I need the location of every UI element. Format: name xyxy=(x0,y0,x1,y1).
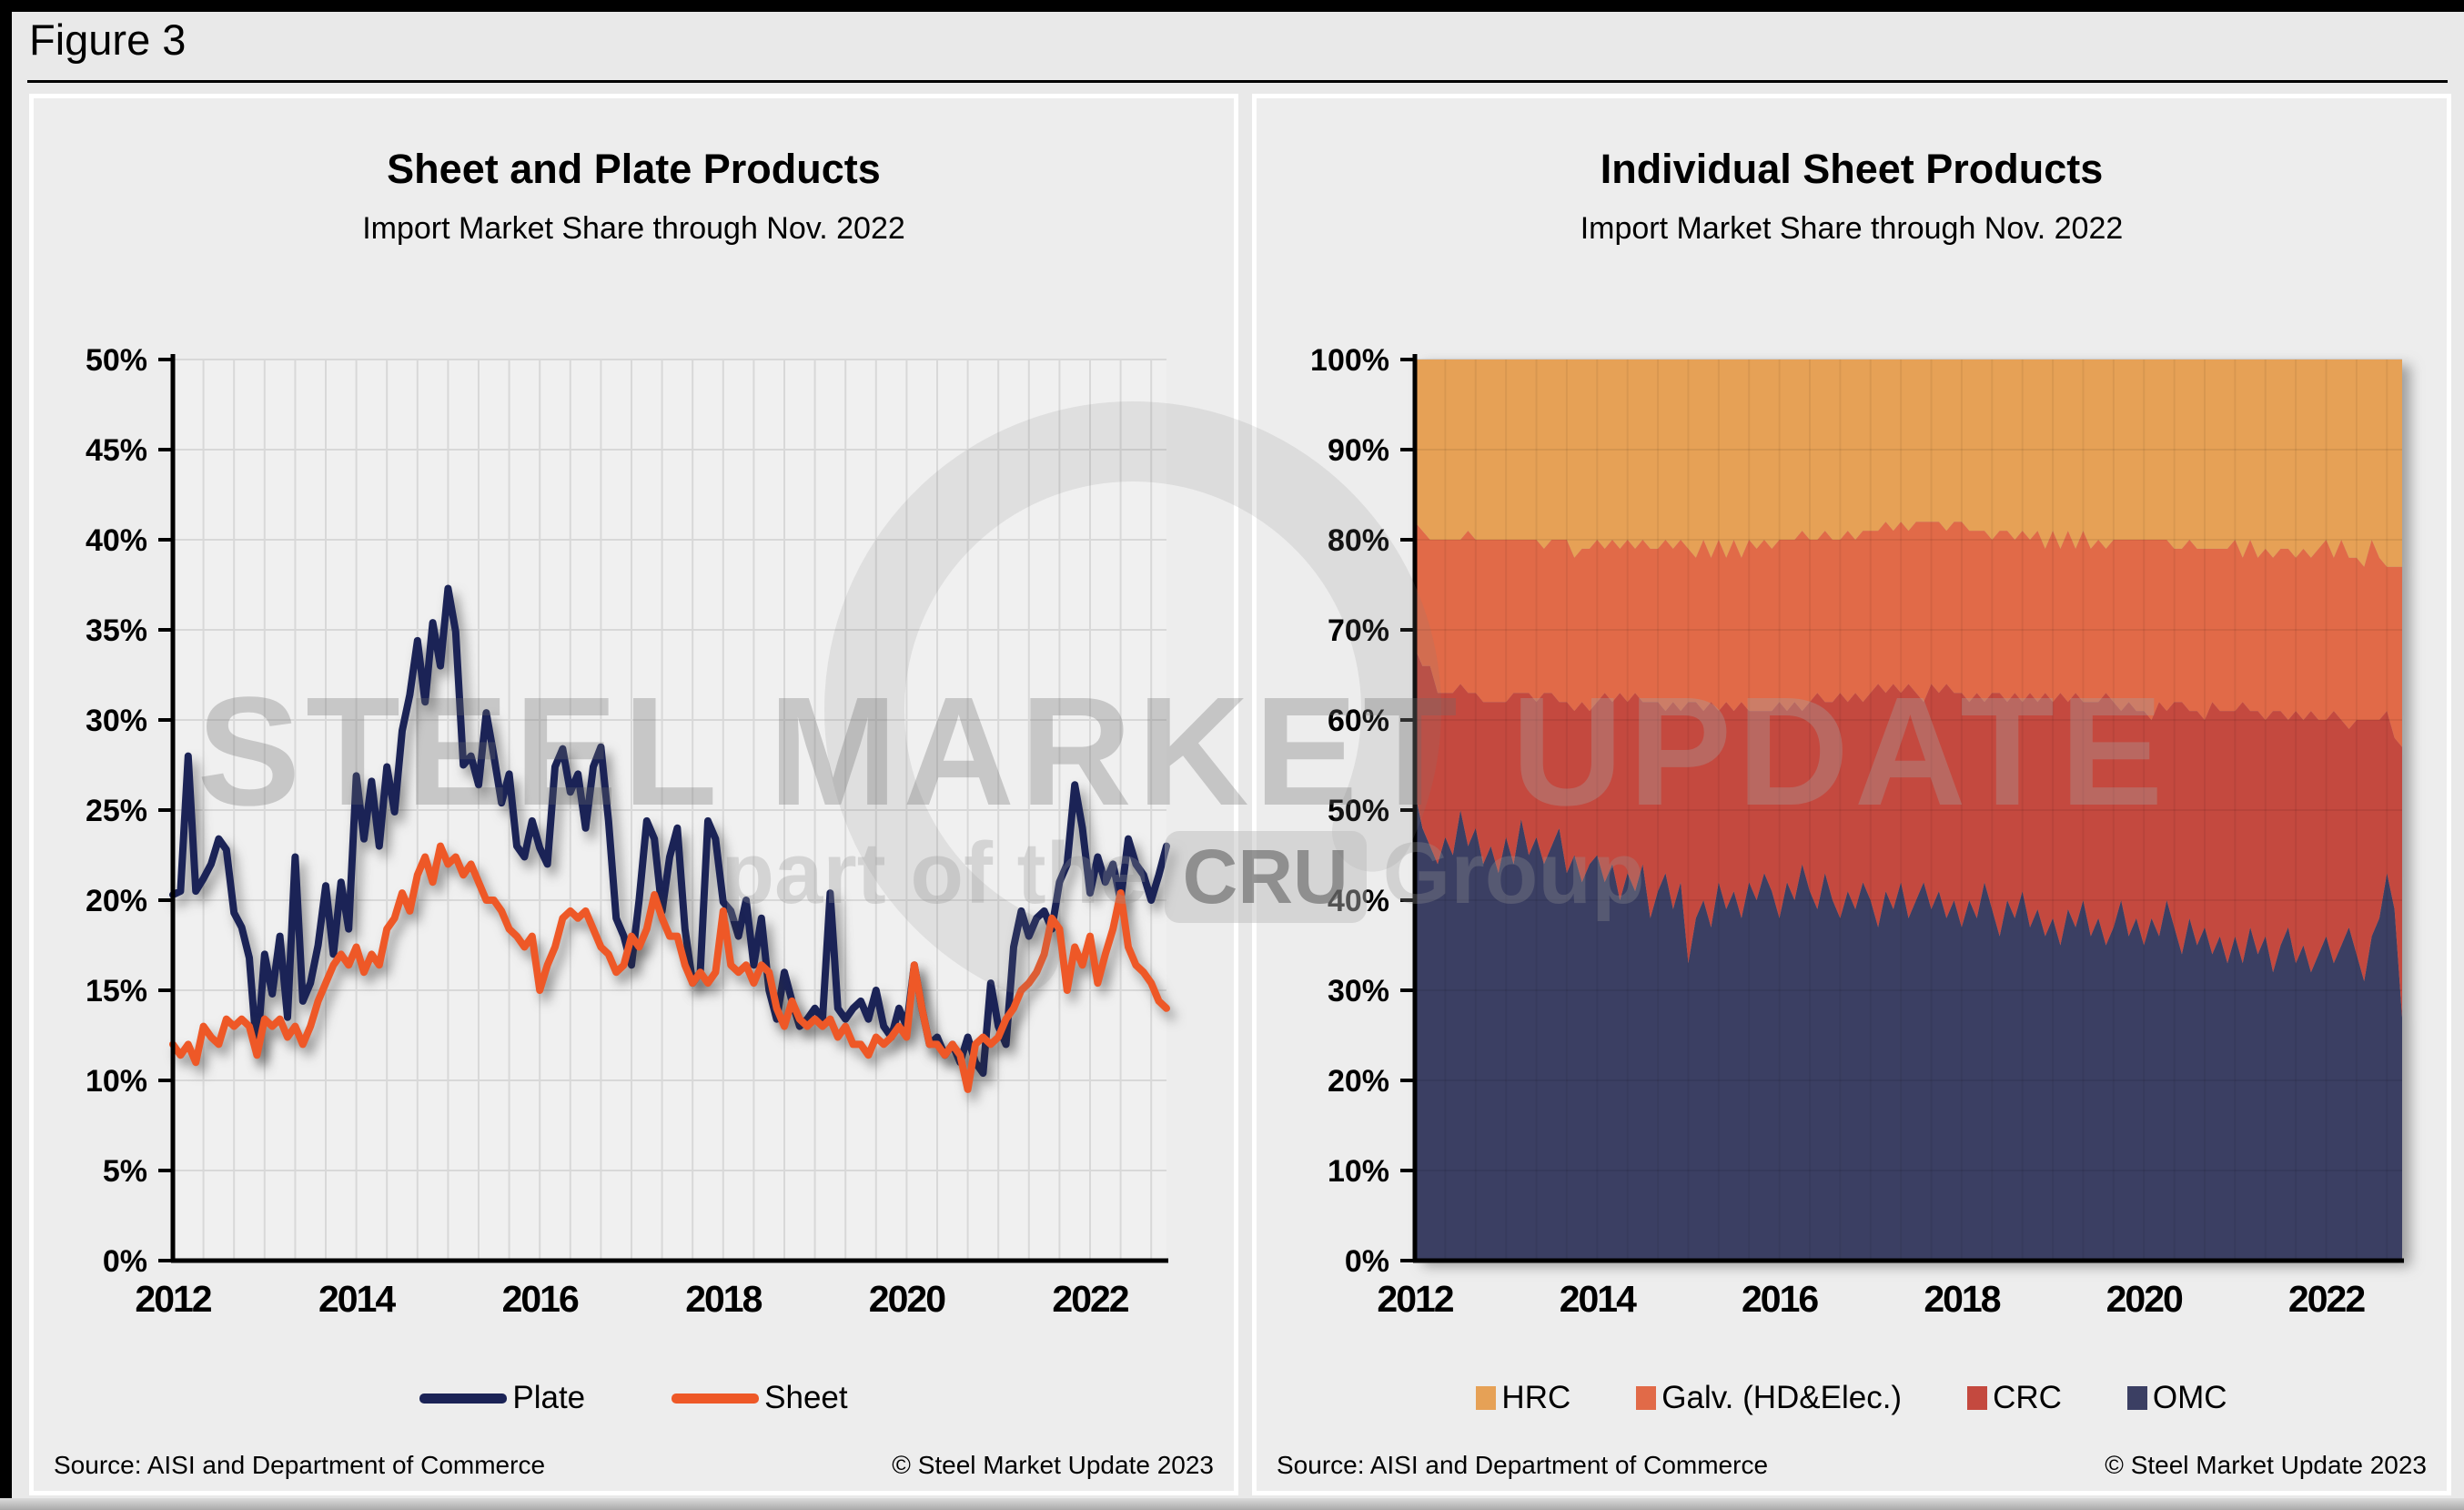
frame-top-border xyxy=(0,0,2464,12)
legend-item-sheet: Sheet xyxy=(672,1380,848,1416)
copyright-note: © Steel Market Update 2023 xyxy=(892,1451,1214,1479)
svg-text:2020: 2020 xyxy=(2106,1278,2183,1320)
individual-sheet-title: Individual Sheet Products xyxy=(1600,146,2104,192)
omc-legend-label: OMC xyxy=(2152,1380,2227,1415)
crc-swatch xyxy=(1967,1386,1988,1410)
legend-item-plate: Plate xyxy=(419,1380,585,1416)
svg-text:80%: 80% xyxy=(1328,523,1389,558)
svg-text:0%: 0% xyxy=(103,1244,147,1279)
svg-text:2020: 2020 xyxy=(869,1278,945,1320)
svg-text:40%: 40% xyxy=(86,523,147,558)
svg-text:40%: 40% xyxy=(1328,884,1389,918)
sheet-plate-line-chart: 0% 5% 10% 15% 20% 25% 30% 35% 40% 45% 50% 2012 2014 2… xyxy=(86,343,1170,1320)
galv-legend-label: Galv. (HD&Elec.) xyxy=(1661,1380,1903,1415)
svg-text:2014: 2014 xyxy=(1560,1278,1637,1320)
plate-legend-label: Plate xyxy=(512,1380,586,1415)
legend-item-omc: OMC xyxy=(2126,1380,2227,1416)
hrc-legend-label: HRC xyxy=(1501,1380,1571,1415)
sheet-plate-legend: Plate Sheet xyxy=(34,1380,1234,1416)
individual-sheet-legend: HRC Galv. (HD&Elec.) CRC OMC xyxy=(1257,1380,2447,1416)
omc-swatch xyxy=(2126,1386,2147,1410)
sheet-plate-footer: Source: AISI and Department of Commerce … xyxy=(54,1451,1214,1480)
sheet-plate-panel: Sheet and Plate Products Import Market S… xyxy=(29,94,1238,1495)
svg-text:30%: 30% xyxy=(1328,974,1389,1008)
legend-item-hrc: HRC xyxy=(1476,1380,1570,1416)
svg-text:35%: 35% xyxy=(86,613,147,648)
svg-text:10%: 10% xyxy=(1328,1154,1389,1189)
svg-text:2014: 2014 xyxy=(318,1278,396,1320)
legend-item-galv: Galv. (HD&Elec.) xyxy=(1636,1380,1902,1416)
sheet-plate-title: Sheet and Plate Products xyxy=(387,146,881,192)
svg-text:2012: 2012 xyxy=(1377,1278,1453,1320)
svg-text:60%: 60% xyxy=(1328,704,1389,738)
galv-swatch xyxy=(1636,1386,1657,1410)
svg-text:50%: 50% xyxy=(1328,794,1389,828)
svg-text:2016: 2016 xyxy=(502,1278,579,1320)
svg-text:30%: 30% xyxy=(86,704,147,738)
individual-sheet-panel: Individual Sheet Products Import Market … xyxy=(1252,94,2451,1495)
svg-text:70%: 70% xyxy=(1328,613,1389,648)
svg-text:5%: 5% xyxy=(103,1154,147,1189)
source-note: Source: AISI and Department of Commerce xyxy=(54,1451,546,1479)
svg-text:10%: 10% xyxy=(86,1064,147,1099)
svg-text:100%: 100% xyxy=(1310,343,1389,378)
sheet-line-swatch xyxy=(672,1393,760,1404)
header-rule xyxy=(27,80,2448,83)
svg-text:2012: 2012 xyxy=(135,1278,211,1320)
svg-text:0%: 0% xyxy=(1345,1244,1389,1279)
svg-text:50%: 50% xyxy=(86,343,147,378)
svg-text:2018: 2018 xyxy=(1924,1278,2000,1320)
svg-text:2022: 2022 xyxy=(2288,1278,2365,1320)
copyright-note: © Steel Market Update 2023 xyxy=(2105,1451,2427,1479)
svg-text:90%: 90% xyxy=(1328,433,1389,468)
plate-line-swatch xyxy=(419,1393,508,1404)
svg-text:20%: 20% xyxy=(1328,1064,1389,1099)
svg-text:2022: 2022 xyxy=(1052,1278,1128,1320)
frame-left-border xyxy=(0,0,12,1510)
svg-text:15%: 15% xyxy=(86,974,147,1008)
source-note: Source: AISI and Department of Commerce xyxy=(1277,1451,1769,1479)
figure-label: Figure 3 xyxy=(29,15,187,64)
individual-sheet-subtitle: Import Market Share through Nov. 2022 xyxy=(1580,211,2124,246)
individual-sheet-footer: Source: AISI and Department of Commerce … xyxy=(1277,1451,2427,1480)
svg-text:45%: 45% xyxy=(86,433,147,468)
svg-text:20%: 20% xyxy=(86,884,147,918)
svg-text:25%: 25% xyxy=(86,794,147,828)
legend-item-crc: CRC xyxy=(1967,1380,2062,1416)
sheet-legend-label: Sheet xyxy=(764,1380,848,1415)
individual-sheet-area-chart: 0% 10% 20% 30% 40% 50% 60% 70% 80% 90% 100% 2012 201… xyxy=(1310,343,2404,1320)
hrc-swatch xyxy=(1476,1386,1497,1410)
sheet-plate-subtitle: Import Market Share through Nov. 2022 xyxy=(362,211,905,246)
crc-legend-label: CRC xyxy=(1993,1380,2062,1415)
svg-text:2018: 2018 xyxy=(685,1278,762,1320)
svg-text:2016: 2016 xyxy=(1742,1278,1818,1320)
bottom-strip xyxy=(0,1498,2464,1510)
